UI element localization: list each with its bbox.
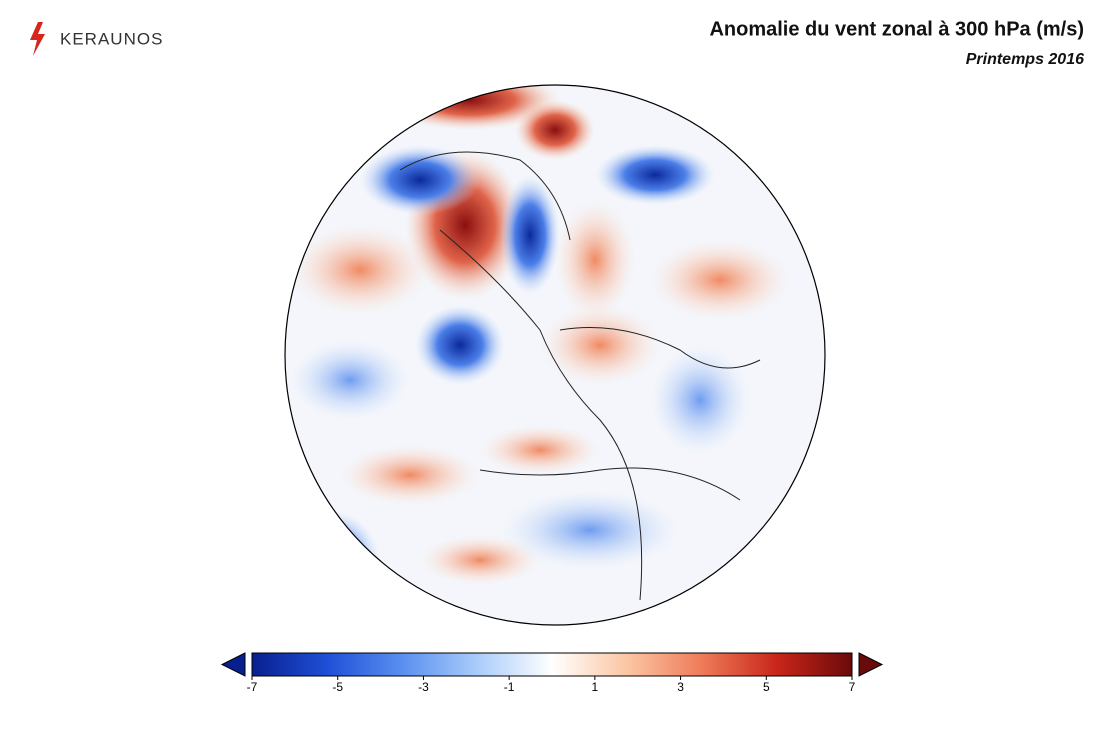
subtitle: Printemps 2016 [966, 51, 1084, 68]
colorbar-arrow-high [858, 652, 884, 677]
colorbar-tick-label: -5 [332, 680, 343, 694]
colorbar-tick-label: -7 [247, 680, 258, 694]
colorbar-tick-label: -1 [504, 680, 515, 694]
colorbar-tick-label: 3 [677, 680, 684, 694]
colorbar-arrow-low [220, 652, 246, 677]
colorbar [251, 652, 853, 677]
colorbar-tick-label: 5 [763, 680, 770, 694]
globe-outline [284, 84, 826, 626]
title: Anomalie du vent zonal à 300 hPa (m/s) [709, 18, 1084, 40]
colorbar-tick-label: -3 [418, 680, 429, 694]
logo-text: KERAUNOS [60, 29, 163, 48]
globe [285, 85, 825, 625]
colorbar-tick-label: 1 [592, 680, 599, 694]
logo-icon [30, 22, 45, 56]
colorbar-tick-label: 7 [849, 680, 856, 694]
